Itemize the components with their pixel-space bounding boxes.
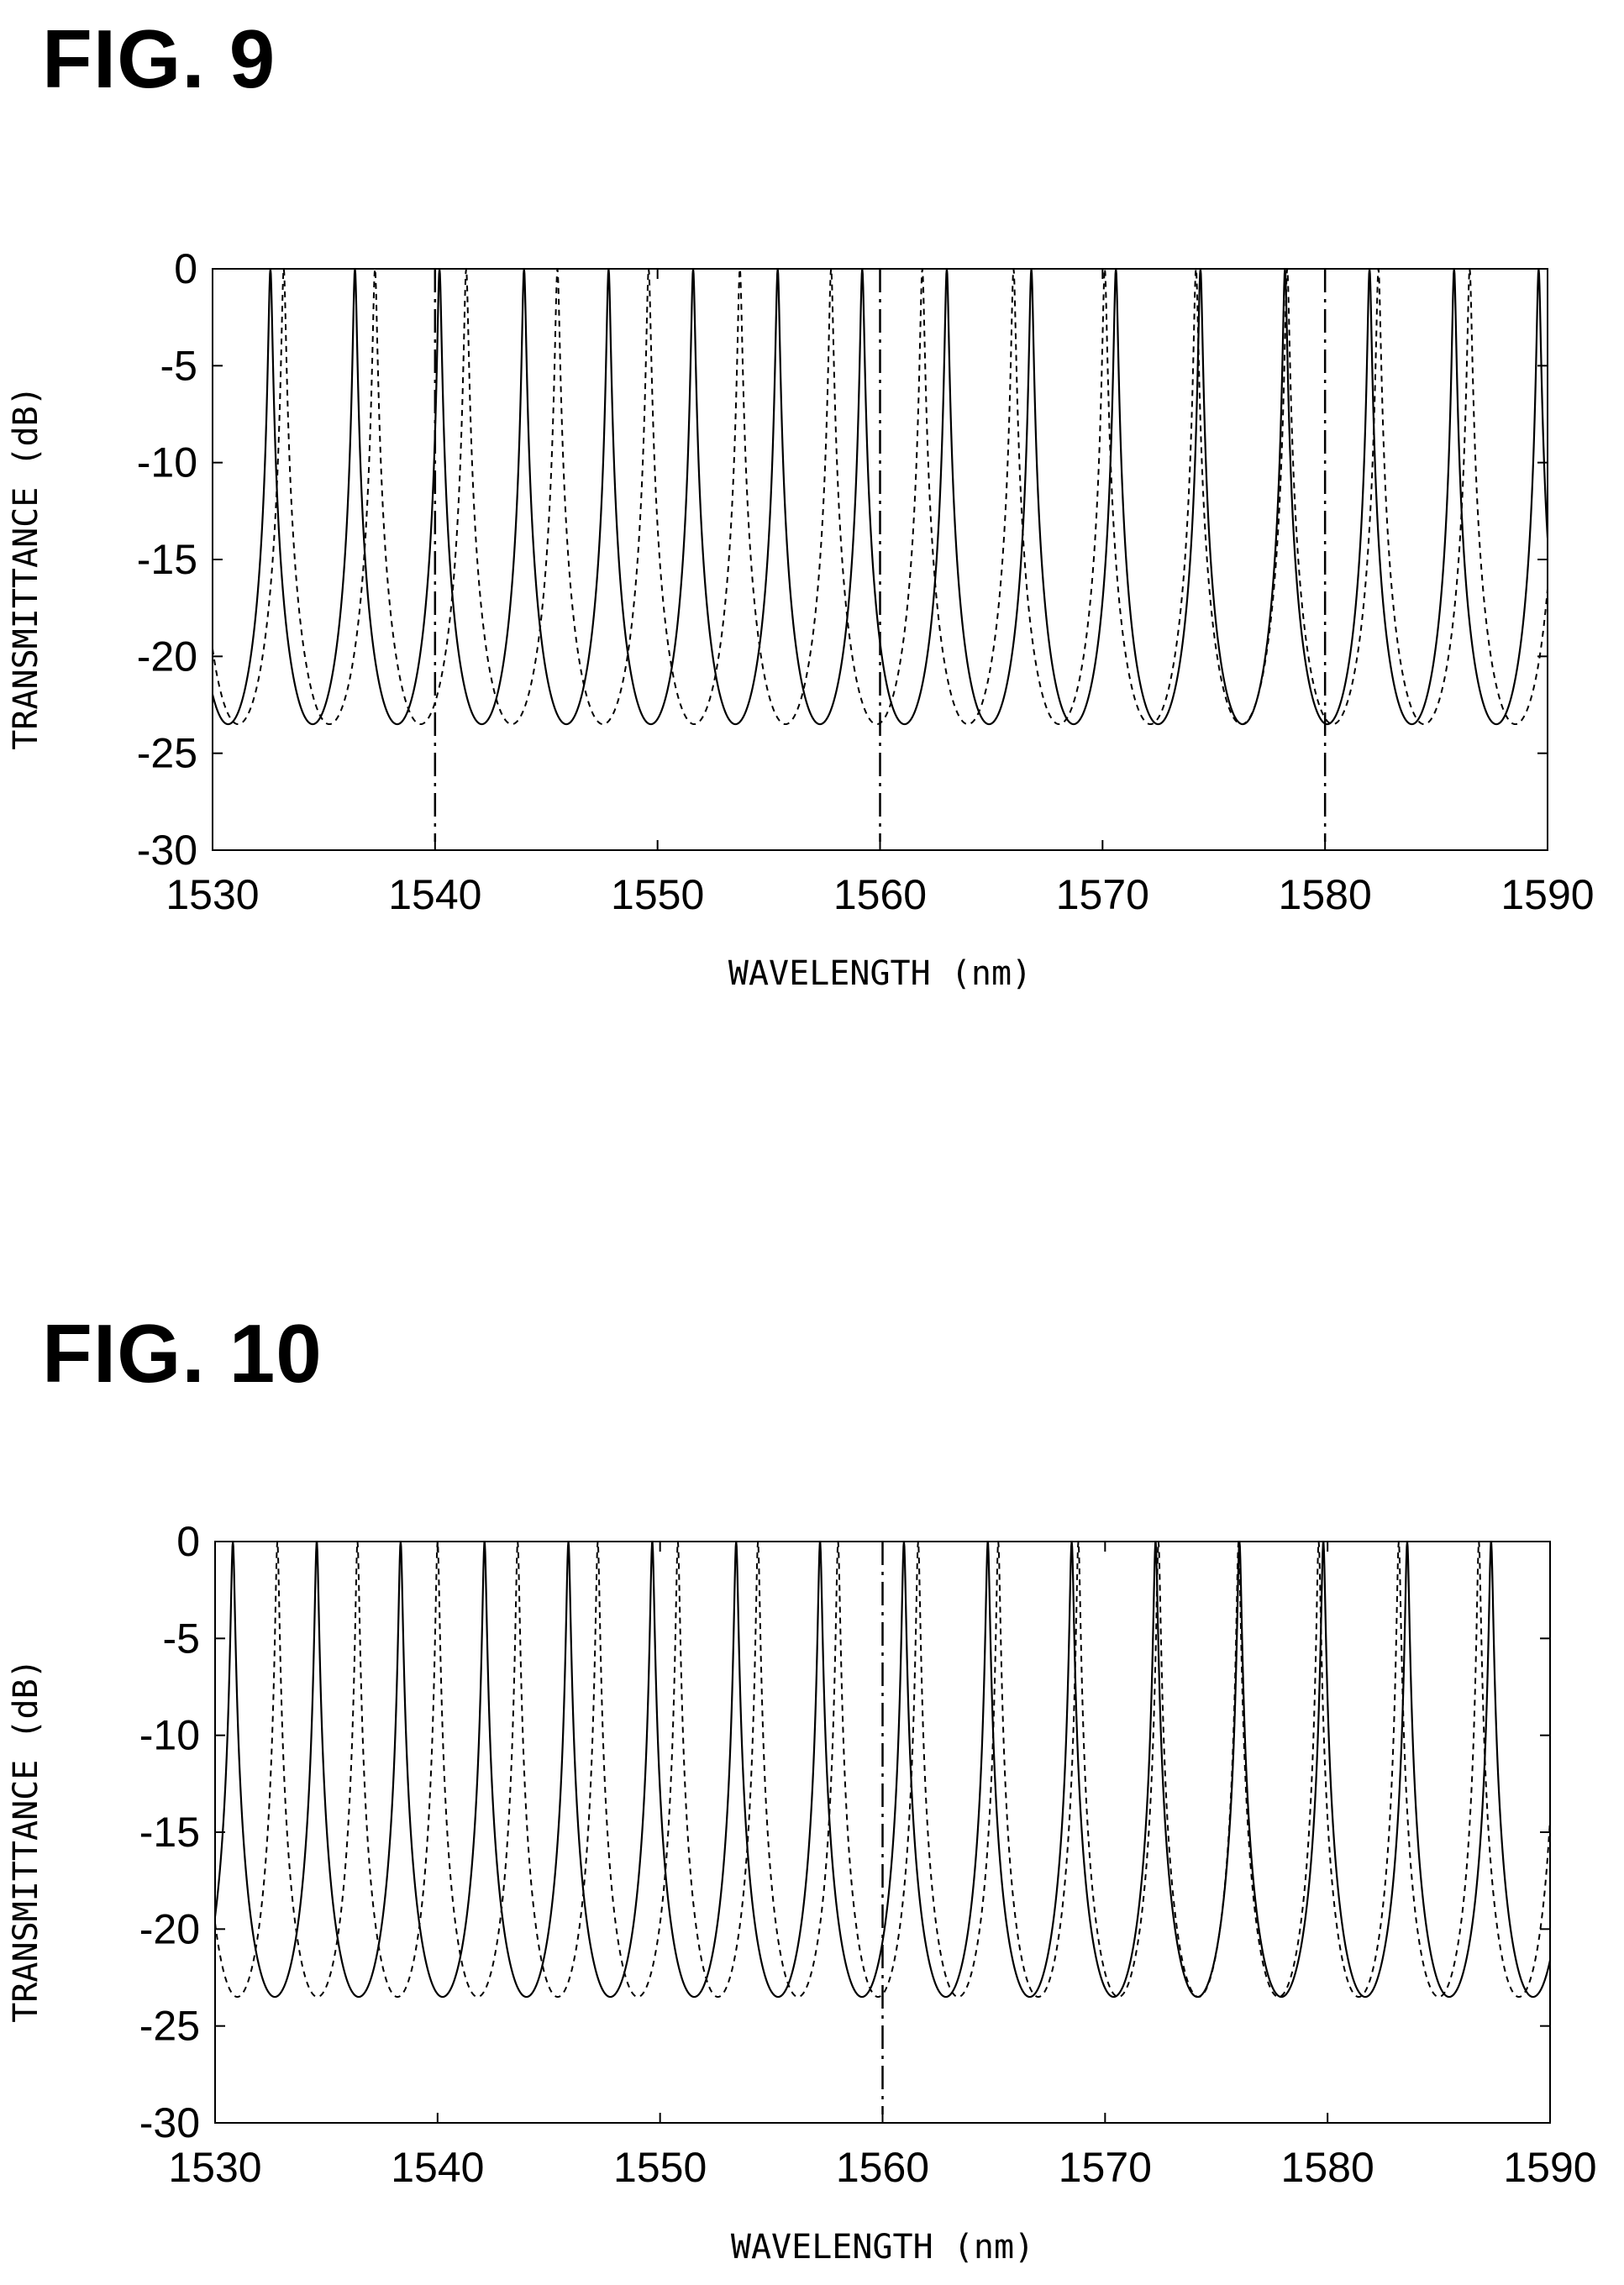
x-axis-title: WAVELENGTH (nm) bbox=[731, 2228, 1034, 2267]
x-tick-label: 1570 bbox=[1059, 2144, 1152, 2191]
y-axis-title: TRANSMITTANCE (dB) bbox=[7, 386, 45, 749]
x-tick-label: 1580 bbox=[1281, 2144, 1374, 2191]
x-tick-label: 1550 bbox=[613, 2144, 707, 2191]
y-tick-label: -15 bbox=[139, 1809, 200, 1856]
x-tick-label: 1540 bbox=[388, 871, 481, 918]
y-tick-label: -25 bbox=[139, 2003, 200, 2050]
y-tick-label: -30 bbox=[137, 827, 197, 874]
x-tick-label: 1550 bbox=[611, 871, 704, 918]
x-tick-label: 1570 bbox=[1056, 871, 1149, 918]
figure-10-title: FIG. 10 bbox=[42, 1307, 323, 1400]
x-tick-label: 1530 bbox=[166, 871, 259, 918]
y-tick-label: -20 bbox=[137, 633, 197, 680]
y-tick-label: -5 bbox=[160, 342, 197, 389]
y-tick-label: 0 bbox=[174, 245, 197, 292]
x-tick-label: 1590 bbox=[1500, 871, 1594, 918]
y-axis-title: TRANSMITTANCE (dB) bbox=[7, 1658, 45, 2022]
y-tick-label: -10 bbox=[139, 1712, 200, 1759]
x-tick-label: 1580 bbox=[1279, 871, 1372, 918]
x-tick-label: 1560 bbox=[836, 2144, 929, 2191]
y-tick-label: -10 bbox=[137, 439, 197, 486]
y-tick-label: -5 bbox=[163, 1615, 200, 1662]
x-tick-label: 1530 bbox=[168, 2144, 261, 2191]
y-tick-label: 0 bbox=[176, 1518, 200, 1565]
series-1-solid-line bbox=[215, 1541, 1550, 1999]
figure-9-title: FIG. 9 bbox=[42, 13, 276, 105]
x-tick-label: 1590 bbox=[1503, 2144, 1596, 2191]
y-tick-label: -25 bbox=[137, 730, 197, 777]
y-tick-label: -30 bbox=[139, 2099, 200, 2146]
figure-9-chart: 1530 1540 1550 1560 1570 1580 1590 0 -5 -10 -15 -20… bbox=[7, 245, 1595, 993]
y-tick-label: -20 bbox=[139, 1905, 200, 1952]
x-tick-label: 1560 bbox=[833, 871, 927, 918]
series-2-dashed-line bbox=[215, 1541, 1550, 1999]
y-tick-label: -15 bbox=[137, 536, 197, 583]
x-axis-title: WAVELENGTH (nm) bbox=[728, 954, 1032, 993]
x-tick-label: 1540 bbox=[391, 2144, 484, 2191]
